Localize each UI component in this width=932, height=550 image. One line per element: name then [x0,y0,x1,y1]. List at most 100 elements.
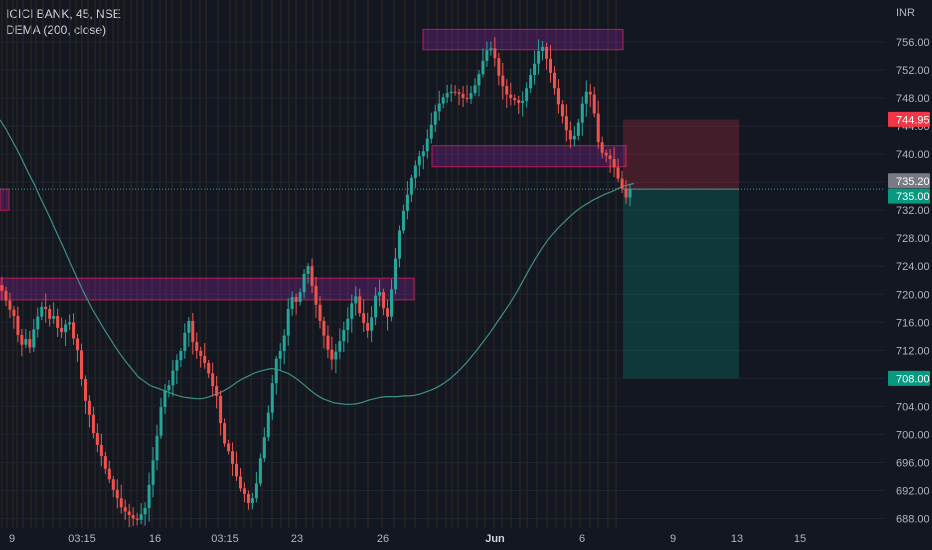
candle [207,359,211,378]
candle [552,66,556,95]
candle [219,390,223,436]
candle-body [469,93,473,99]
x-tick-label: 6 [579,533,585,545]
candle-body [72,322,76,339]
candle [318,296,322,329]
candle [560,100,564,124]
candle [537,39,541,75]
candle [223,418,227,447]
candle-body [91,414,95,434]
candle [115,479,119,509]
candle [290,291,294,316]
candle [461,85,465,108]
candle [258,453,262,487]
candle [91,406,95,439]
price-label: 735.20 [888,173,930,189]
candle-body [493,48,497,59]
candle-body [107,468,111,480]
x-tick-label: 03:15 [68,533,96,545]
candle-body [485,50,489,61]
candle-body [322,320,326,336]
candle-body [401,210,405,231]
candle [330,336,334,370]
zone-box [422,28,624,51]
candle-body [346,318,350,331]
candle-body [68,322,72,325]
candle-body [16,315,20,335]
price-label: 735.00 [888,188,930,204]
candle-body [278,351,282,359]
candle-body [254,483,258,499]
candle [457,88,461,105]
candle [314,276,318,318]
candle-body [4,290,8,301]
candle-body [262,437,266,459]
candle-body [358,296,362,314]
candle [588,83,592,108]
candle-body [481,60,485,75]
x-tick-label: 9 [670,533,676,545]
candle [596,100,600,149]
price-label-text: 735.20 [896,176,930,188]
candle [390,279,394,322]
candle-body [556,88,560,105]
candle-body [370,317,374,331]
candle-body [521,100,525,103]
x-axis[interactable]: 9 03:15 16 03:15 23 26 Jun 6 9 13 15 [9,533,806,545]
candle-body [76,338,80,351]
candle-body [310,266,314,286]
candle-body [568,130,572,140]
x-tick-label: 13 [731,533,743,545]
currency-label: INR [896,7,915,19]
candle-body [195,341,199,352]
candle-body [282,335,286,352]
candle [433,104,437,133]
candle-body [525,88,529,101]
candle-body [306,266,310,274]
candle [493,37,497,67]
candle-body [417,156,421,166]
candle [250,492,254,510]
candle [171,360,175,397]
candle [568,121,572,149]
candle-body [175,360,179,371]
candle [386,300,390,331]
candle [254,471,258,503]
candle-body [397,230,401,259]
candle-body [52,315,56,319]
candle-body [171,370,175,386]
price-label-bg [888,188,930,204]
x-tick-label: 26 [377,533,389,545]
candle [604,149,608,163]
candle-body [187,320,191,333]
candle-body [298,292,302,302]
zone-layer [0,28,627,301]
y-axis[interactable]: INR756.00752.00748.00744.00740.00736.007… [888,7,930,526]
candle [107,460,111,484]
candle-body [628,189,632,198]
candle [270,375,274,421]
candle-body [580,103,584,123]
candle-body [421,151,425,157]
candle [541,41,545,61]
y-tick-label: 696.00 [896,457,930,469]
candle [513,94,517,106]
candle [215,375,219,409]
candle [83,375,87,414]
candle [405,181,409,220]
candle-body [334,351,338,360]
candle [28,330,32,353]
y-tick-label: 732.00 [896,205,930,217]
candle-body [541,46,545,52]
candle [529,68,533,93]
candle-body [0,285,4,291]
candle [40,302,44,321]
candle [159,398,163,439]
candle [620,170,624,194]
y-tick-label: 704.00 [896,401,930,413]
candle [203,343,207,369]
candle-body [235,463,239,477]
y-tick-label: 752.00 [896,65,930,77]
candle-body [314,285,318,305]
